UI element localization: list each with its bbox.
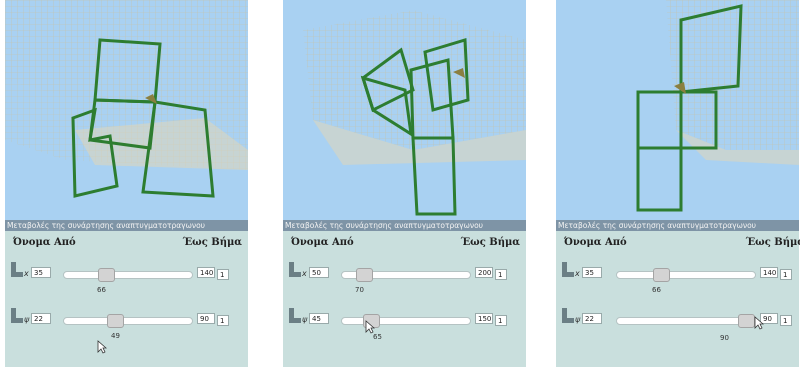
- panel-2: Μεταβολές της συνάρτησης αναπτυγματοτραγ…: [283, 0, 526, 367]
- to-input[interactable]: 200: [475, 267, 493, 278]
- net-frame: [71, 38, 215, 198]
- pointer-marker: [674, 82, 686, 94]
- slider-track[interactable]: [341, 268, 471, 282]
- control-panel-1: Μεταβολές της συνάρτησης αναπτυγματοτραγ…: [5, 220, 248, 367]
- axis-label: x: [575, 269, 580, 278]
- mouse-cursor-icon: [97, 340, 107, 354]
- slider-track[interactable]: [341, 314, 471, 328]
- slider-value: 66: [652, 286, 661, 294]
- step-input[interactable]: 1: [495, 315, 507, 326]
- grid-floor: [676, 130, 799, 165]
- header-name-from: Όνομα Από: [564, 237, 627, 248]
- face-left: [71, 107, 119, 198]
- 3d-view-3[interactable]: [556, 0, 799, 220]
- header-to-step: Έως Βήμα: [745, 237, 800, 248]
- face-right: [423, 38, 470, 112]
- slider-value: 90: [720, 334, 729, 342]
- step-input[interactable]: 1: [780, 315, 792, 326]
- to-input[interactable]: 140: [197, 267, 215, 278]
- from-input[interactable]: 45: [309, 313, 329, 324]
- slider-row-x: x 35 66 140 1: [556, 260, 799, 300]
- slider-thumb[interactable]: [356, 268, 373, 282]
- slider-track[interactable]: [616, 268, 756, 282]
- step-input[interactable]: 1: [495, 269, 507, 280]
- from-input[interactable]: 22: [31, 313, 51, 324]
- slider-value: 66: [97, 286, 106, 294]
- slider-row-y: ψ 22 90 90 1: [556, 306, 799, 346]
- variable-icon: [562, 308, 574, 323]
- from-input[interactable]: 35: [582, 267, 602, 278]
- to-input[interactable]: 140: [760, 267, 778, 278]
- variable-icon: [11, 262, 23, 277]
- pointer-marker: [453, 68, 465, 78]
- variable-icon: [289, 262, 301, 277]
- net-frame: [636, 4, 743, 212]
- to-input[interactable]: 150: [475, 313, 493, 324]
- slider-value: 65: [373, 333, 382, 341]
- panel-titlebar: Μεταβολές της συνάρτησης αναπτυγματοτραγ…: [283, 220, 526, 231]
- slider-thumb[interactable]: [107, 314, 124, 328]
- slider-thumb[interactable]: [738, 314, 755, 328]
- net-frame: [360, 38, 470, 216]
- from-input[interactable]: 50: [309, 267, 329, 278]
- from-input[interactable]: 35: [31, 267, 51, 278]
- variable-icon: [289, 308, 301, 323]
- step-input[interactable]: 1: [780, 269, 792, 280]
- panel-3: Μεταβολές της συνάρτησης αναπτυγματοτραγ…: [556, 0, 800, 367]
- axis-label: ψ: [575, 315, 581, 324]
- axis-label: ψ: [302, 315, 308, 324]
- header-to-step: Έως Βήμα: [460, 237, 520, 248]
- step-input[interactable]: 1: [217, 315, 229, 326]
- step-input[interactable]: 1: [217, 269, 229, 280]
- slider-row-x: x 35 66 140 1: [5, 260, 248, 300]
- face-left: [360, 75, 413, 137]
- grid-floor: [313, 120, 526, 165]
- pointer-marker: [145, 94, 157, 104]
- face-left: [636, 90, 683, 150]
- slider-thumb[interactable]: [98, 268, 115, 282]
- 3d-view-1[interactable]: [5, 0, 248, 220]
- slider-thumb[interactable]: [653, 268, 670, 282]
- control-panel-2: Μεταβολές της συνάρτησης αναπτυγματοτραγ…: [283, 220, 526, 367]
- axis-label: x: [24, 269, 29, 278]
- slider-track[interactable]: [616, 314, 756, 328]
- slider-track[interactable]: [63, 268, 193, 282]
- axis-label: ψ: [24, 315, 30, 324]
- to-input[interactable]: 90: [197, 313, 215, 324]
- mouse-cursor-icon: [365, 320, 375, 334]
- slider-row-x: x 50 70 200 1: [283, 260, 526, 300]
- axis-label: x: [302, 269, 307, 278]
- slider-track[interactable]: [63, 314, 193, 328]
- grid-wall: [303, 10, 526, 150]
- slider-value: 70: [355, 286, 364, 294]
- 3d-view-2[interactable]: [283, 0, 526, 220]
- grid-wall: [666, 0, 799, 150]
- to-input[interactable]: 90: [760, 313, 778, 324]
- slider-row-y: ψ 45 65 150 1: [283, 306, 526, 346]
- panel-titlebar: Μεταβολές της συνάρτησης αναπτυγματοτραγ…: [556, 220, 799, 231]
- header-to-step: Έως Βήμα: [182, 237, 242, 248]
- panel-titlebar: Μεταβολές της συνάρτησης αναπτυγματοτραγ…: [5, 220, 248, 231]
- header-name-from: Όνομα Από: [291, 237, 354, 248]
- variable-icon: [562, 262, 574, 277]
- from-input[interactable]: 22: [582, 313, 602, 324]
- slider-value: 49: [111, 332, 120, 340]
- panel-1: Μεταβολές της συνάρτησης αναπτυγματοτραγ…: [5, 0, 248, 367]
- mouse-cursor-icon: [754, 316, 764, 330]
- control-panel-3: Μεταβολές της συνάρτησης αναπτυγματοτραγ…: [556, 220, 800, 367]
- face-top: [679, 4, 743, 94]
- face-bottom: [411, 136, 457, 216]
- grid-wall: [5, 0, 248, 118]
- variable-icon: [11, 308, 23, 323]
- slider-row-y: ψ 22 49 90 1: [5, 306, 248, 346]
- face-right: [141, 100, 215, 198]
- header-name-from: Όνομα Από: [13, 237, 76, 248]
